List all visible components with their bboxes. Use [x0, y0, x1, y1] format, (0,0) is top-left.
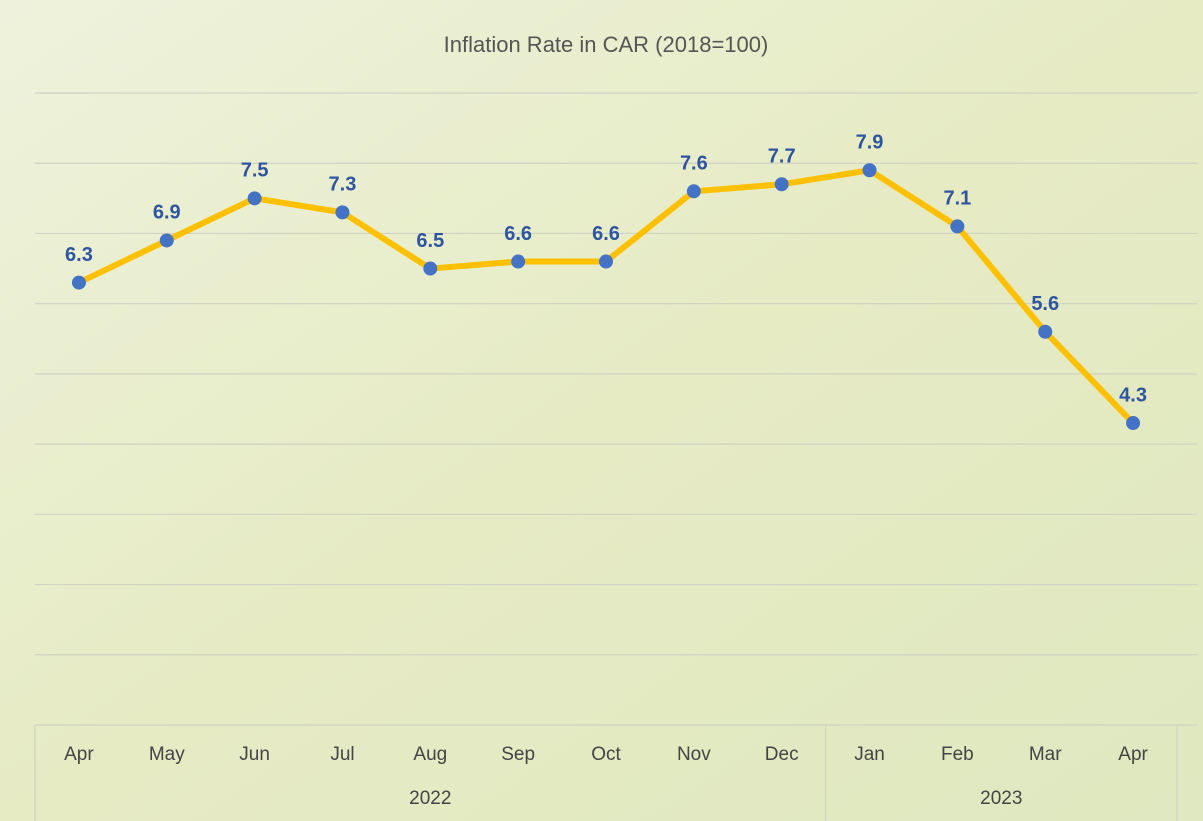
background — [0, 0, 1203, 821]
x-tick-label: Apr — [1118, 744, 1148, 765]
x-tick-label: Jun — [239, 744, 270, 765]
marker — [1038, 325, 1052, 339]
data-label: 6.6 — [504, 223, 532, 245]
marker — [72, 276, 86, 290]
data-label: 7.3 — [329, 174, 357, 196]
data-label: 6.6 — [592, 223, 620, 245]
data-label: 6.9 — [153, 202, 181, 224]
data-label: 5.6 — [1031, 293, 1059, 315]
chart: Inflation Rate in CAR (2018=100) Apr May J… — [0, 0, 1203, 821]
group-label: 2022 — [409, 788, 451, 809]
x-tick-label: Dec — [765, 744, 799, 765]
marker — [511, 255, 525, 269]
x-tick-label: May — [149, 744, 185, 765]
marker — [335, 205, 349, 219]
marker — [1126, 416, 1140, 430]
marker — [863, 163, 877, 177]
data-label: 6.5 — [416, 230, 444, 252]
marker — [423, 262, 437, 276]
marker — [160, 233, 174, 247]
data-label: 7.1 — [943, 188, 971, 210]
data-label: 4.3 — [1119, 384, 1147, 406]
x-tick-label: Feb — [941, 744, 974, 765]
x-tick-label: Aug — [413, 744, 447, 765]
data-label: 7.7 — [768, 146, 796, 168]
data-label: 7.6 — [680, 153, 708, 175]
marker — [950, 219, 964, 233]
x-tick-label: Jan — [854, 744, 885, 765]
x-tick-label: Oct — [591, 744, 621, 765]
x-tick-label: Mar — [1029, 744, 1062, 765]
x-tick-label: Jul — [330, 744, 354, 765]
data-label: 7.5 — [241, 160, 269, 182]
marker — [599, 255, 613, 269]
data-label: 6.3 — [65, 244, 93, 266]
data-label: 7.9 — [856, 132, 884, 154]
x-tick-label: Nov — [677, 744, 711, 765]
x-tick-label: Sep — [501, 744, 535, 765]
marker — [775, 177, 789, 191]
marker — [687, 184, 701, 198]
chart-title: Inflation Rate in CAR (2018=100) — [444, 32, 769, 57]
marker — [248, 191, 262, 205]
group-label: 2023 — [980, 788, 1022, 809]
x-tick-label: Apr — [64, 744, 94, 765]
